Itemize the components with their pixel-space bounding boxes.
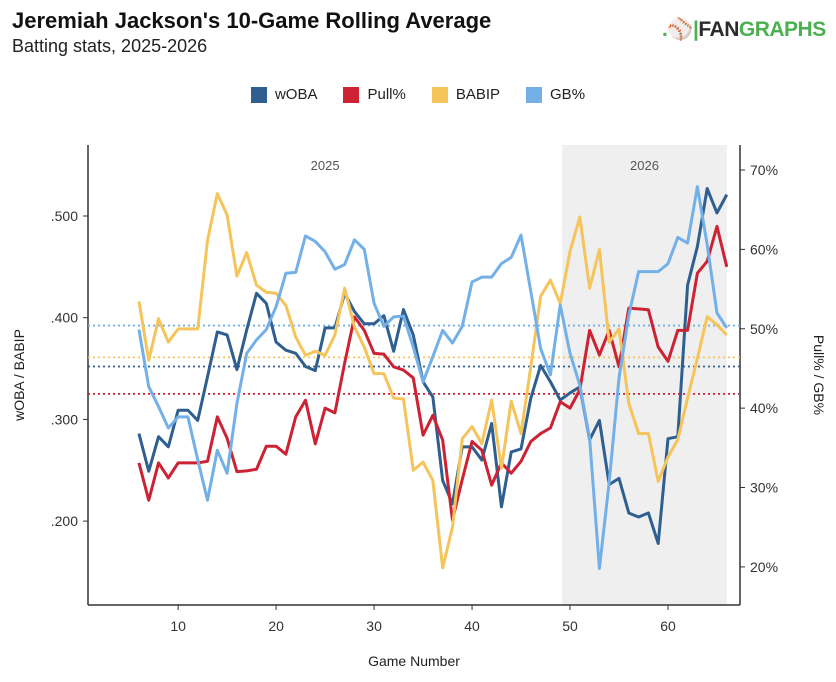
chart-subtitle: Batting stats, 2025-2026 <box>12 36 208 56</box>
season-shade <box>562 145 727 605</box>
y-left-tick-label: .500 <box>51 208 78 224</box>
y-right-tick-label: 50% <box>750 321 778 337</box>
legend-item-pull: Pull% <box>343 86 406 103</box>
legend-item-babip: BABIP <box>431 86 500 103</box>
x-tick-label: 10 <box>170 618 186 634</box>
legend-swatch <box>250 86 267 103</box>
season-label: 2025 <box>311 158 340 173</box>
legend-swatch <box>343 86 360 103</box>
series-line-woba <box>137 187 729 545</box>
y-left-axis-label: wOBA / BABIP <box>11 329 27 422</box>
x-tick-label: 30 <box>366 618 382 634</box>
y-right-axis-label: Pull% / GB% <box>811 335 827 415</box>
y-left-tick-label: .200 <box>51 513 78 529</box>
y-right-tick-label: 40% <box>750 400 778 416</box>
fangraphs-logo: .⚾|FANGRAPHS <box>662 18 826 41</box>
series-line-gb <box>137 185 729 570</box>
y-right-tick-label: 70% <box>750 162 778 178</box>
chart-title: Jeremiah Jackson's 10-Game Rolling Avera… <box>12 8 492 33</box>
x-tick-label: 50 <box>562 618 578 634</box>
x-tick-label: 40 <box>464 618 480 634</box>
legend-swatch <box>526 86 543 103</box>
y-right-tick-label: 20% <box>750 559 778 575</box>
legend-item-gb: GB% <box>526 86 585 103</box>
x-axis-label: Game Number <box>368 653 460 669</box>
y-right-tick-label: 60% <box>750 241 778 257</box>
y-left-tick-label: .300 <box>51 411 78 427</box>
x-tick-label: 60 <box>660 618 676 634</box>
x-tick-label: 20 <box>268 618 284 634</box>
series-line-pull <box>137 224 729 522</box>
y-left-tick-label: .400 <box>51 310 78 326</box>
legend: wOBA Pull% BABIP GB% <box>0 86 836 103</box>
legend-swatch <box>431 86 448 103</box>
season-label: 2026 <box>630 158 659 173</box>
batter-icon: .⚾| <box>662 18 699 41</box>
legend-item-woba: wOBA <box>250 86 317 103</box>
y-right-tick-label: 30% <box>750 480 778 496</box>
series-line-babip <box>137 192 728 570</box>
